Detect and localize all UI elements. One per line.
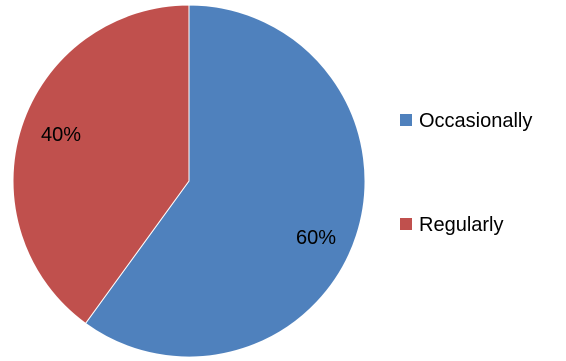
pie-slice-labels: 60% 40% [41,124,336,249]
legend: Occasionally Regularly [400,110,532,236]
legend-label-regularly: Regularly [419,214,503,236]
legend-swatch-occasionally [400,114,412,126]
pie-slice-label-occasionally: 60% [296,227,336,249]
pie-slice-occasionally [84,4,366,358]
pie-slice-regularly [12,4,190,325]
pie-slices [12,4,366,358]
legend-swatch-regularly [400,218,412,230]
legend-label-occasionally: Occasionally [419,110,532,132]
pie-slice-label-regularly: 40% [41,124,81,146]
